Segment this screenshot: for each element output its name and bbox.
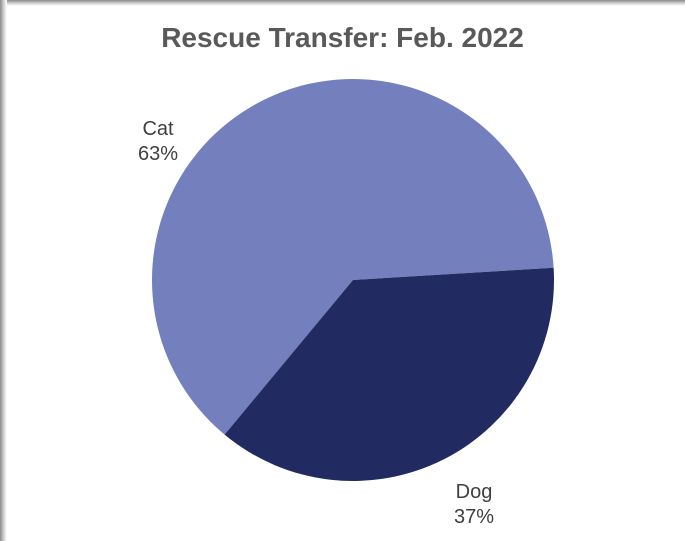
- slice-label-dog-name: Dog: [456, 481, 493, 503]
- slice-label-cat-name: Cat: [142, 118, 174, 140]
- frame-shadow-top: [0, 0, 685, 6]
- pie-slice-dog: [224, 267, 555, 481]
- slice-label-dog: Dog 37%: [454, 481, 494, 528]
- frame-shadow-left: [0, 0, 7, 541]
- pie-slice-cat: [151, 79, 554, 435]
- slice-label-cat: Cat 63%: [138, 118, 178, 165]
- pie-slices: [151, 79, 555, 481]
- chart-title: Rescue Transfer: Feb. 2022: [161, 22, 524, 53]
- slice-label-dog-percent: 37%: [454, 506, 494, 528]
- slice-label-cat-percent: 63%: [138, 143, 178, 165]
